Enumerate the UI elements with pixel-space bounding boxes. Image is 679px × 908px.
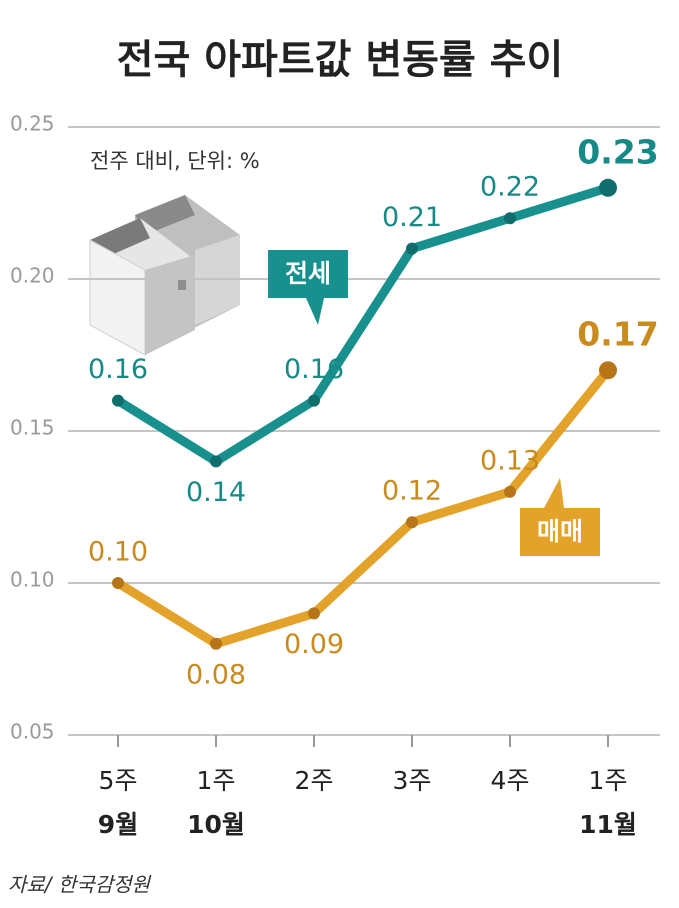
x-group-label: 11월 [579,810,637,839]
x-tick-label: 1주 [589,766,628,795]
legend-label: 매매 [537,517,583,546]
legend-label: 전세 [285,259,331,288]
x-tick-label: 5주 [99,766,138,795]
data-label: 0.21 [382,202,442,233]
data-label: 0.23 [577,132,658,171]
data-label: 0.17 [577,315,658,354]
x-tick-label: 4주 [491,766,530,795]
data-label: 0.16 [88,354,148,385]
point [406,516,418,529]
point [406,242,418,255]
y-tick-label: 0.15 [10,416,55,440]
data-label: 0.14 [186,477,246,508]
point [599,361,617,380]
series-line [115,183,610,466]
data-label: 0.10 [88,537,148,568]
y-tick-label: 0.10 [10,568,55,592]
point [599,178,617,197]
point [308,607,320,620]
x-tick-label: 2주 [295,766,334,795]
x-tick-label: 3주 [393,766,432,795]
point [504,485,516,498]
y-tick-label: 0.20 [10,264,55,288]
data-label: 0.08 [186,659,246,690]
data-label: 0.13 [480,445,540,476]
data-label: 0.09 [284,629,344,660]
x-group-label: 9월 [98,810,138,839]
x-group-label: 10월 [187,810,245,839]
data-label: 0.16 [284,354,344,385]
point [112,577,124,589]
series-line [115,367,612,649]
data-label: 0.12 [382,476,442,507]
y-tick-label: 0.25 [10,112,55,136]
point [112,394,124,407]
y-tick-label: 0.05 [10,720,55,744]
building-icon [89,195,240,356]
point [308,394,320,407]
data-label: 0.22 [480,172,540,203]
point [210,455,222,468]
source: 자료/ 한국감정원 [8,873,151,897]
point [210,637,222,650]
x-tick-label: 1주 [197,766,236,795]
callout [520,478,600,556]
callout [268,250,348,325]
chart-subtitle: 전주 대비, 단위: % [90,149,260,173]
point [504,212,516,225]
chart-title: 전국 아파트값 변동률 추이 [117,37,564,83]
